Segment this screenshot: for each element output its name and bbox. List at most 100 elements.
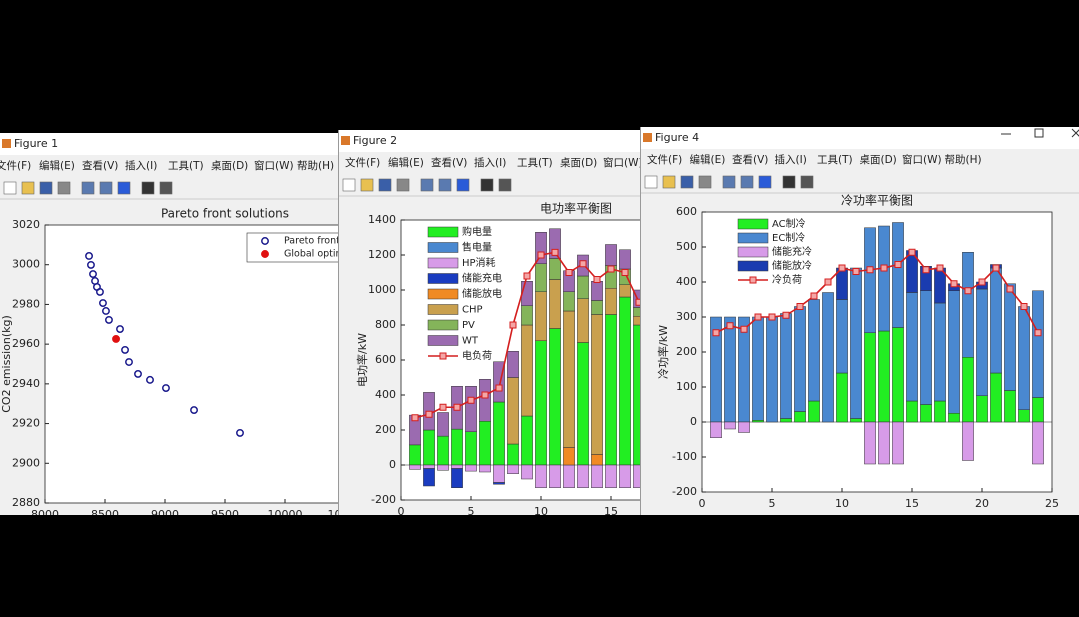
y-tick-label: 600	[375, 353, 396, 366]
toolbar-button[interactable]	[39, 181, 53, 195]
toolbar-button[interactable]	[480, 178, 494, 192]
toolbar-button[interactable]	[758, 175, 772, 189]
bar-segment	[423, 429, 435, 466]
line-marker	[726, 322, 734, 330]
toolbar-button[interactable]	[722, 175, 736, 189]
menu-item[interactable]: 桌面(D)	[560, 156, 597, 169]
legend-label: 购电量	[462, 225, 492, 238]
toolbar-button[interactable]	[782, 175, 796, 189]
toolbar-button[interactable]	[662, 175, 676, 189]
line-marker	[838, 264, 846, 272]
menu-item[interactable]: 桌面(D)	[211, 159, 248, 172]
bar-segment	[409, 464, 421, 470]
menu-item[interactable]: 插入(I)	[474, 156, 506, 169]
bar-segment	[1004, 283, 1016, 391]
bar-segment	[766, 316, 778, 423]
line-marker	[936, 264, 944, 272]
menu-item[interactable]: 工具(T)	[817, 154, 853, 166]
data-point	[85, 252, 93, 260]
y-tick-label: 400	[375, 388, 396, 401]
toolbar-button[interactable]	[698, 175, 712, 189]
menu-item[interactable]: 窗口(W)	[902, 153, 942, 166]
legend-label: CHP	[462, 305, 483, 316]
data-point	[99, 299, 107, 307]
toolbar-button[interactable]	[740, 175, 754, 189]
toolbar-button[interactable]	[360, 178, 374, 192]
bar-segment	[934, 302, 946, 402]
menu-item[interactable]: 窗口(W)	[603, 156, 641, 169]
bar-segment	[878, 421, 890, 465]
menu-item[interactable]: 文件(F)	[0, 159, 31, 172]
toolbar-button[interactable]	[159, 181, 173, 195]
menu-item[interactable]: 桌面(D)	[860, 153, 897, 166]
line-marker	[922, 266, 930, 274]
legend-label: 储能放冷	[772, 259, 812, 272]
toolbar-button[interactable]	[99, 181, 113, 195]
toolbar-button[interactable]	[117, 181, 131, 195]
legend-label: 储能充电	[462, 272, 502, 285]
toolbar-button[interactable]	[21, 181, 35, 195]
window-title: Figure 4	[655, 131, 699, 144]
menu-item[interactable]: 插入(I)	[775, 153, 807, 166]
menu-item[interactable]: 查看(V)	[431, 156, 467, 169]
toolbar-button[interactable]	[498, 178, 512, 192]
legend-label: 储能放电	[462, 287, 502, 300]
bar-segment	[948, 290, 960, 414]
bar-segment	[549, 328, 561, 466]
legend-marker	[749, 276, 757, 284]
y-tick-label: 200	[676, 345, 697, 358]
window-icon	[2, 139, 11, 148]
menu-item[interactable]: 窗口(W)	[254, 159, 294, 172]
bar-segment	[507, 351, 519, 378]
data-point	[112, 335, 120, 343]
bar-segment	[934, 400, 946, 423]
line-marker	[992, 264, 1000, 272]
bar-segment	[493, 401, 505, 466]
menu-item[interactable]: 编辑(E)	[690, 153, 726, 166]
toolbar-button[interactable]	[342, 178, 356, 192]
menu-item[interactable]: 文件(F)	[647, 153, 682, 166]
menu-item[interactable]: 查看(V)	[732, 153, 768, 166]
bar-segment	[780, 313, 792, 419]
legend-label: AC制冷	[772, 217, 806, 230]
toolbar-button[interactable]	[3, 181, 17, 195]
toolbar-button[interactable]	[396, 178, 410, 192]
legend-swatch	[427, 304, 459, 315]
bar-segment	[535, 232, 547, 264]
y-tick-label: 2980	[12, 297, 40, 310]
data-point	[134, 369, 142, 378]
bar-segment	[493, 482, 505, 485]
menu-item[interactable]: 查看(V)	[82, 159, 118, 172]
legend-label: 冷负荷	[772, 273, 802, 286]
toolbar-button[interactable]	[420, 178, 434, 192]
bar-segment	[591, 464, 603, 488]
toolbar-button[interactable]	[141, 181, 155, 195]
menu-item[interactable]: 编辑(E)	[39, 159, 75, 172]
toolbar-button[interactable]	[644, 175, 658, 189]
data-point	[146, 375, 154, 384]
menu-item[interactable]: 帮助(H)	[945, 153, 982, 166]
toolbar-button[interactable]	[680, 175, 694, 189]
toolbar-button[interactable]	[438, 178, 452, 192]
toolbar-button[interactable]	[81, 181, 95, 195]
toolbar-button[interactable]	[800, 175, 814, 189]
legend-label: HP消耗	[462, 256, 496, 269]
bar-segment	[808, 400, 820, 423]
menu-item[interactable]: 插入(I)	[125, 159, 157, 172]
menu-item[interactable]: 编辑(E)	[388, 156, 424, 169]
menu-item[interactable]: 工具(T)	[168, 160, 204, 172]
bar-segment	[423, 468, 435, 487]
menu-item[interactable]: 工具(T)	[517, 157, 553, 169]
toolbar-button[interactable]	[378, 178, 392, 192]
toolbar-button[interactable]	[456, 178, 470, 192]
toolbar-button[interactable]	[57, 181, 71, 195]
bar-segment	[1018, 409, 1030, 423]
line-marker	[964, 287, 972, 295]
menu-item[interactable]: 帮助(H)	[297, 159, 334, 172]
maximize-button[interactable]	[1034, 128, 1044, 138]
bar-segment	[535, 291, 547, 341]
menu-item[interactable]: 文件(F)	[345, 156, 380, 169]
y-tick-label: 0	[690, 415, 697, 428]
line-marker	[810, 292, 818, 300]
bar-segment	[451, 468, 463, 488]
